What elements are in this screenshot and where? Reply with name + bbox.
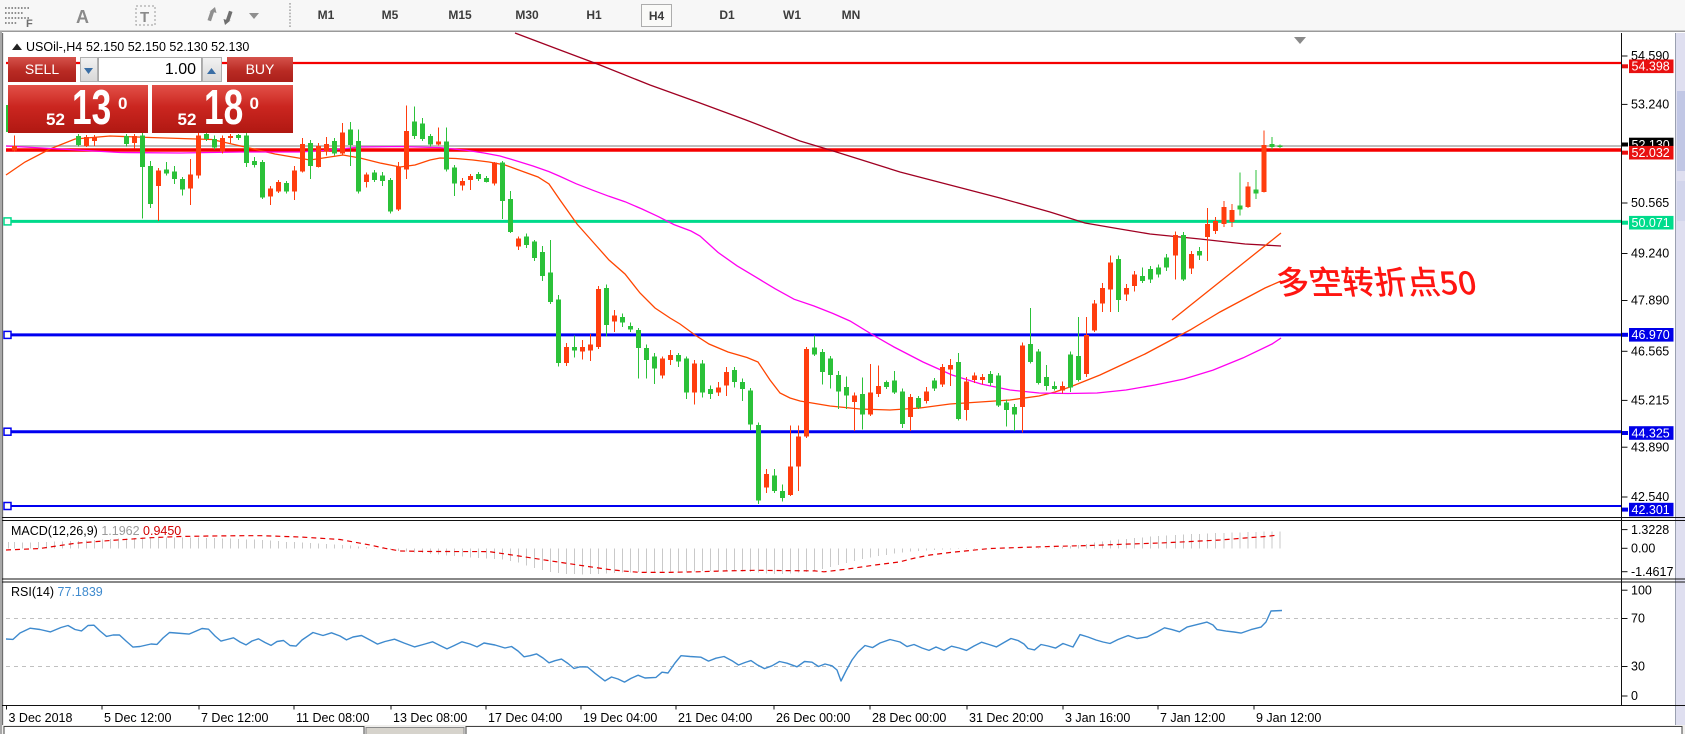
svg-text:0: 0 — [1631, 689, 1638, 703]
svg-text:52.150 52.150 52.130 52.130: 52.150 52.150 52.130 52.130 — [86, 40, 249, 54]
svg-text:49.240: 49.240 — [1631, 247, 1669, 261]
svg-text:13 Dec 08:00: 13 Dec 08:00 — [393, 711, 467, 725]
svg-text:30: 30 — [1631, 660, 1645, 674]
svg-text:5 Dec 12:00: 5 Dec 12:00 — [104, 711, 171, 725]
svg-text:RSI(14) 77.1839: RSI(14) 77.1839 — [11, 585, 103, 599]
svg-text:50.565: 50.565 — [1631, 196, 1669, 210]
svg-text:54.398: 54.398 — [1632, 60, 1670, 74]
svg-text:53.240: 53.240 — [1631, 98, 1669, 112]
svg-text:T: T — [140, 9, 149, 26]
svg-text:43.890: 43.890 — [1631, 440, 1669, 454]
svg-text:USOil-,H4: USOil-,H4 — [26, 40, 82, 54]
svg-text:31 Dec 20:00: 31 Dec 20:00 — [969, 711, 1043, 725]
svg-text:7 Dec 12:00: 7 Dec 12:00 — [201, 711, 268, 725]
svg-text:47.890: 47.890 — [1631, 294, 1669, 308]
svg-text:52.032: 52.032 — [1632, 146, 1670, 160]
svg-text:45.215: 45.215 — [1631, 394, 1669, 408]
svg-text:7 Jan 12:00: 7 Jan 12:00 — [1160, 711, 1225, 725]
svg-text:42.540: 42.540 — [1631, 490, 1669, 504]
svg-text:46.970: 46.970 — [1632, 328, 1670, 342]
svg-text:0.00: 0.00 — [1631, 542, 1655, 556]
svg-text:46.565: 46.565 — [1631, 345, 1669, 359]
svg-text:A: A — [76, 7, 89, 27]
svg-text:17 Dec 04:00: 17 Dec 04:00 — [488, 711, 562, 725]
svg-text:100: 100 — [1631, 583, 1652, 597]
svg-text:19 Dec 04:00: 19 Dec 04:00 — [583, 711, 657, 725]
svg-text:F: F — [26, 18, 33, 30]
svg-text:11 Dec 08:00: 11 Dec 08:00 — [296, 711, 369, 725]
svg-text:MACD(12,26,9) 1.1962 0.9450: MACD(12,26,9) 1.1962 0.9450 — [11, 524, 181, 538]
svg-text:44.325: 44.325 — [1632, 426, 1670, 440]
svg-text:70: 70 — [1631, 612, 1645, 626]
svg-text:50.071: 50.071 — [1632, 216, 1670, 230]
svg-text:9 Jan 12:00: 9 Jan 12:00 — [1256, 711, 1321, 725]
svg-text:26 Dec 00:00: 26 Dec 00:00 — [776, 711, 850, 725]
svg-text:21 Dec 04:00: 21 Dec 04:00 — [678, 711, 752, 725]
svg-text:42.301: 42.301 — [1632, 503, 1670, 517]
svg-text:-1.4617: -1.4617 — [1631, 565, 1673, 579]
svg-text:3 Dec 2018: 3 Dec 2018 — [9, 711, 73, 725]
svg-text:1.3228: 1.3228 — [1631, 523, 1669, 537]
svg-text:3 Jan 16:00: 3 Jan 16:00 — [1065, 711, 1130, 725]
svg-text:28 Dec 00:00: 28 Dec 00:00 — [872, 711, 946, 725]
